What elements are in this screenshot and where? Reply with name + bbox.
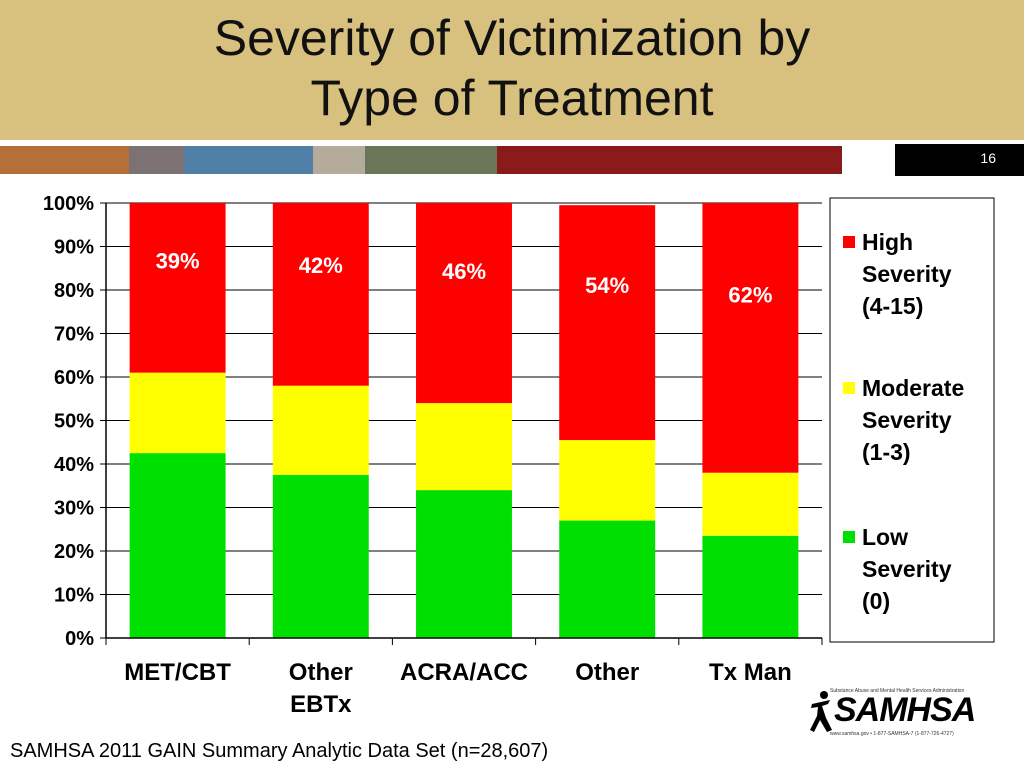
data-labels: 39% 42% 46% 54% 62% — [156, 249, 773, 308]
page-number: 16 — [980, 150, 996, 166]
bar-segment — [416, 203, 512, 404]
bar-segment — [129, 453, 226, 638]
data-label: 42% — [299, 253, 343, 278]
legend-label: (4-15) — [862, 293, 923, 319]
bar-segment — [559, 205, 656, 441]
y-tick-label: 100% — [43, 193, 94, 215]
bar-segment — [702, 472, 799, 536]
slide-title-line-2: Type of Treatment — [310, 70, 714, 126]
stripe-segment — [0, 146, 129, 174]
bar-segment — [272, 385, 369, 475]
x-tick-label: MET/CBT — [124, 659, 231, 686]
legend-label: Low — [862, 524, 908, 550]
slide-title: Severity of Victimization by Type of Tre… — [0, 8, 1024, 128]
legend-swatch — [843, 531, 855, 543]
data-label: 46% — [442, 259, 486, 284]
source-note: SAMHSA 2011 GAIN Summary Analytic Data S… — [10, 740, 549, 762]
bar-segment — [559, 440, 656, 521]
decorative-color-stripe — [0, 146, 842, 174]
stripe-segment — [365, 146, 497, 174]
legend-label: (0) — [862, 588, 890, 614]
y-tick-label: 90% — [54, 237, 94, 259]
legend-label: High — [862, 229, 913, 255]
data-label: 62% — [728, 283, 772, 308]
data-label: 39% — [156, 249, 200, 274]
stripe-segment — [313, 146, 365, 174]
y-tick-label: 20% — [54, 541, 94, 563]
slide-title-line-1: Severity of Victimization by — [213, 10, 811, 66]
x-tick-label: EBTx — [290, 691, 352, 718]
y-tick-label: 70% — [54, 324, 94, 346]
person-figure-icon — [810, 691, 832, 732]
legend-box — [829, 197, 995, 643]
y-tick-label: 10% — [54, 585, 94, 607]
bar-segment — [702, 203, 799, 473]
legend: High Severity (4-15) Moderate Severity (1-3) L… — [829, 197, 995, 643]
y-tick-label: 50% — [54, 411, 94, 433]
stacked-bar-chart: 0% 10% 20% 30% 40% 50% 60% 70% 80% 90% 100% MET/CB… — [43, 193, 995, 718]
legend-swatch — [843, 382, 855, 394]
y-tick-label: 30% — [54, 498, 94, 520]
bar-segment — [129, 203, 226, 373]
y-tick-labels: 0% 10% 20% 30% 40% 50% 60% 70% 80% 90% 100% — [43, 193, 94, 650]
bars — [129, 203, 799, 638]
x-tick-label: Other — [289, 659, 353, 686]
axes — [100, 202, 823, 645]
y-tick-label: 0% — [65, 628, 94, 650]
x-tick-label: Other — [575, 659, 639, 686]
legend-label: (1-3) — [862, 439, 911, 465]
bar-segment — [416, 403, 512, 491]
stripe-segment — [497, 146, 842, 174]
legend-label: Severity — [862, 556, 952, 582]
logo-tagline: Substance Abuse and Mental Health Servic… — [830, 688, 965, 694]
logo-contact: www.samhsa.gov • 1-877-SAMHSA-7 (1-877-7… — [830, 731, 954, 737]
y-tick-label: 60% — [54, 367, 94, 389]
x-tick-label: ACRA/ACC — [400, 659, 528, 686]
legend-label: Severity — [862, 407, 952, 433]
legend-label: Moderate — [862, 375, 964, 401]
x-tick-label: Tx Man — [709, 659, 792, 686]
legend-swatch — [843, 236, 855, 248]
bar-segment — [416, 490, 512, 638]
samhsa-logo: Substance Abuse and Mental Health Servic… — [808, 688, 983, 740]
page-number-box: 16 — [895, 144, 1024, 176]
data-label: 54% — [585, 273, 629, 298]
bar-segment — [272, 474, 369, 638]
y-tick-label: 80% — [54, 280, 94, 302]
bar-segment — [272, 203, 369, 386]
stripe-segment — [184, 146, 313, 174]
bar-segment — [559, 520, 656, 638]
bar-segment — [702, 535, 799, 638]
stripe-segment — [129, 146, 184, 174]
title-banner: Severity of Victimization by Type of Tre… — [0, 0, 1024, 140]
legend-label: Severity — [862, 261, 952, 287]
x-tick-labels: MET/CBT Other EBTx ACRA/ACC Other Tx Man — [124, 659, 791, 718]
bar-segment — [129, 372, 226, 454]
logo-wordmark: SAMHSA — [834, 691, 976, 729]
y-tick-label: 40% — [54, 454, 94, 476]
